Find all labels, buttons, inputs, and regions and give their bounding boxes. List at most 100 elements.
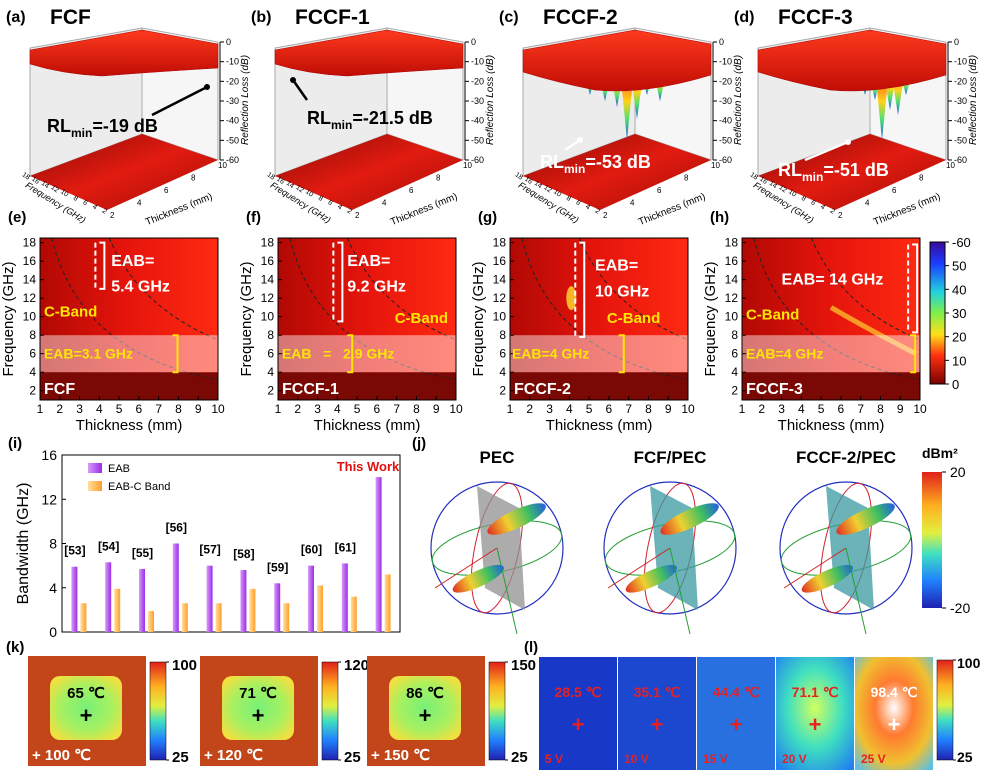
hot-spot xyxy=(566,286,577,311)
colorbar-tick-label: 10 xyxy=(952,353,966,368)
y-tick-label: 2 xyxy=(267,384,274,398)
colorbar-tick-label: 100 xyxy=(957,655,981,671)
z-tick-label: 0 xyxy=(226,37,231,47)
y-tick-label: 6 xyxy=(267,347,274,361)
y-tick-label: 12 xyxy=(493,291,507,305)
axis xyxy=(845,547,867,635)
x-tick-label: 6 xyxy=(838,402,845,416)
x-tick-label: 3 xyxy=(546,402,553,416)
z-tick-label: -30 xyxy=(954,96,967,106)
x-tick-label: 2 xyxy=(603,211,608,220)
y-tick-label: 10 xyxy=(787,188,797,198)
legend-label: EAB xyxy=(108,463,130,475)
c-band-label: C-Band xyxy=(746,306,799,323)
eab-c-bracket xyxy=(618,334,625,374)
y-tick-label: 16 xyxy=(493,254,507,268)
y-tick-label: 12 xyxy=(294,184,304,194)
eab-text: EAB= xyxy=(111,253,154,270)
cell-voltage: 25 V xyxy=(861,752,886,766)
y-tick-label: 10 xyxy=(261,310,275,324)
center-temp: 71 ℃ xyxy=(239,685,277,702)
category-label: This Work xyxy=(337,459,400,474)
z-tick-label: -40 xyxy=(226,116,239,126)
x-axis-label: Thickness (mm) xyxy=(76,417,183,434)
pattern-title: FCF/PEC xyxy=(634,448,707,467)
marker-temp: + 120 ℃ xyxy=(204,747,263,764)
y-axis-label: Frequency (GHz) xyxy=(0,261,17,376)
z-tick-label: -30 xyxy=(471,96,484,106)
y-tick-label: 6 xyxy=(326,199,333,207)
rl-subscript: min xyxy=(331,118,352,132)
panel-title: FCCF-3 xyxy=(778,6,853,29)
rl-annotation: RLmin=-19 dB xyxy=(47,116,158,140)
x-tick-label: 4 xyxy=(96,402,103,416)
frame xyxy=(277,237,457,401)
x-tick-label: 4 xyxy=(334,402,341,416)
y-tick-label: 8 xyxy=(800,195,807,203)
lobe xyxy=(487,503,546,535)
x-tick-label: 10 xyxy=(681,402,695,416)
z-tick-label: -30 xyxy=(226,96,239,106)
hot-region xyxy=(50,676,122,740)
x-tick-label: 6 xyxy=(606,402,613,416)
colorbar-tick-label: 120 xyxy=(344,657,369,674)
arrow xyxy=(564,138,581,152)
hot-region xyxy=(222,676,294,740)
cell-temp: 28.5 ℃ xyxy=(555,684,602,700)
eab-c-text: EAB=4 GHz xyxy=(746,345,823,361)
y-tick-label: 12 xyxy=(41,491,57,507)
colorbar xyxy=(929,241,946,385)
panel-label: (i) xyxy=(8,435,22,452)
eab-c-text: EAB = 2.9 GHz xyxy=(282,345,394,361)
y-axis-label: Bandwidth (GHz) xyxy=(15,483,32,605)
c-band-label: C-Band xyxy=(44,304,97,321)
floor xyxy=(758,134,946,210)
z-tick-label: -40 xyxy=(719,116,732,126)
colorbar-tick-label: 20 xyxy=(952,330,966,345)
x-tick-label: 7 xyxy=(857,402,864,416)
x-tick-label: 2 xyxy=(110,211,115,220)
y-tick-label: 14 xyxy=(40,180,50,190)
y-tick-label: 6 xyxy=(809,199,816,207)
eab-c-bracket xyxy=(172,334,179,374)
z-tick-label: -20 xyxy=(471,76,484,86)
surface xyxy=(29,29,219,77)
z-tick-label: -10 xyxy=(719,57,732,67)
colorbar-tick-label: 25 xyxy=(511,749,528,766)
x-axis-label: Thickness (mm) xyxy=(637,191,707,228)
y-tick-label: 2 xyxy=(829,208,836,216)
y-tick-label: 6 xyxy=(574,199,581,207)
x-tick-label: 4 xyxy=(566,402,573,416)
c-band xyxy=(40,335,218,373)
x-tick-label: 4 xyxy=(865,199,870,208)
y-tick-label: 16 xyxy=(30,176,40,186)
x-tick-label: 8 xyxy=(191,174,196,183)
y-tick-label: 18 xyxy=(20,171,30,181)
y-tick-label: 12 xyxy=(777,184,787,194)
x-tick-label: 1 xyxy=(37,402,44,416)
x-tick-label: 6 xyxy=(892,186,897,195)
y-axis-label: Frequency (GHz) xyxy=(702,261,719,376)
contour xyxy=(810,237,921,341)
rl-subscript: min xyxy=(71,126,92,140)
x-axis-label: Thickness (mm) xyxy=(144,191,214,228)
x-tick-label: 9 xyxy=(665,402,672,416)
x-tick-label: 10 xyxy=(449,402,463,416)
contour xyxy=(521,237,689,381)
y-tick-label: 12 xyxy=(261,291,275,305)
y-tick-label: 16 xyxy=(275,176,285,186)
bar xyxy=(80,603,87,632)
contour xyxy=(753,237,921,381)
contour xyxy=(108,237,219,341)
panel-label: (j) xyxy=(412,435,426,452)
z-tick-label: -40 xyxy=(954,116,967,126)
x-tick-label: 5 xyxy=(818,402,825,416)
eab-c-bracket xyxy=(347,334,354,374)
y-tick-label: 8 xyxy=(499,328,506,342)
colorbar-tick-label: 25 xyxy=(957,749,973,765)
x-tick-label: 2 xyxy=(526,402,533,416)
axis xyxy=(434,547,498,589)
lobe xyxy=(801,564,853,593)
x-tick-label: 7 xyxy=(625,402,632,416)
